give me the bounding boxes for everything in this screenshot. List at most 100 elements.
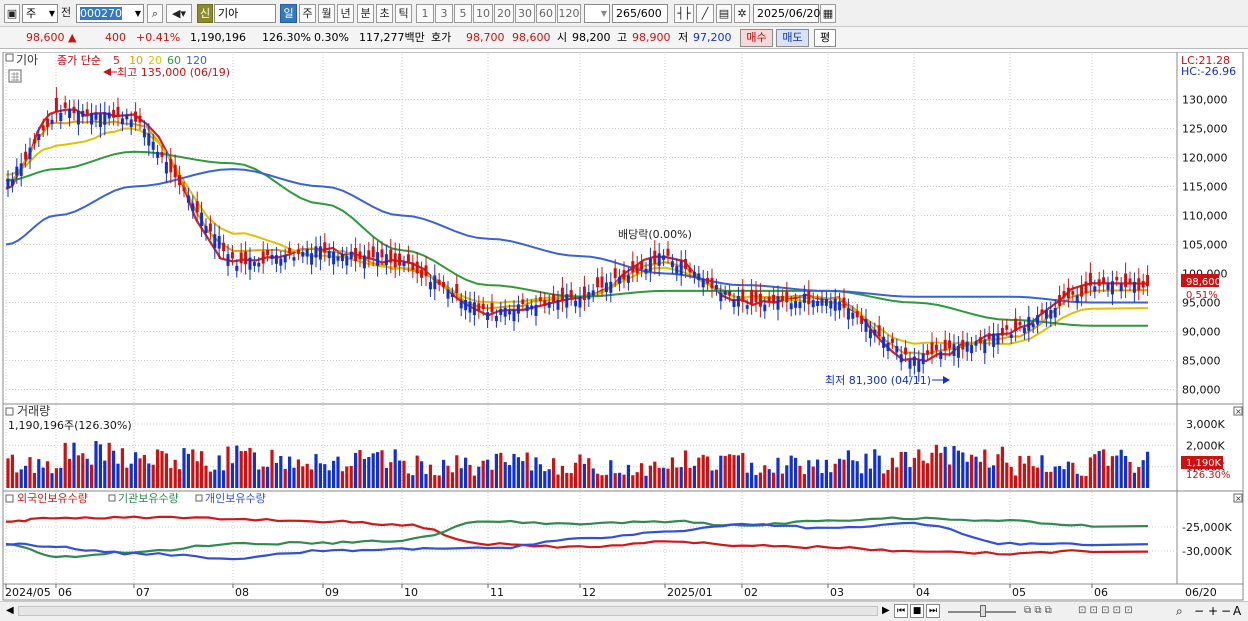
volume-bar xyxy=(794,457,798,488)
interval-button[interactable]: 30 xyxy=(515,4,535,23)
search-icon[interactable]: ⌕ xyxy=(147,4,163,23)
volume-bar xyxy=(868,468,872,488)
interval-button[interactable]: 3 xyxy=(435,4,453,23)
volume-bar xyxy=(948,464,952,488)
candle-body xyxy=(371,246,375,258)
candle-body xyxy=(274,255,278,264)
volume-bar xyxy=(204,465,208,488)
stock-code-input[interactable]: 000270 ▼ xyxy=(76,4,144,23)
minus-icon[interactable]: − xyxy=(1221,604,1232,618)
interval-button[interactable]: 120 xyxy=(557,4,581,23)
candle-body xyxy=(952,344,956,356)
volume-bar xyxy=(19,469,23,488)
tab-period-day[interactable]: 일 xyxy=(280,4,297,23)
candle-body xyxy=(525,305,529,311)
date-input[interactable]: 2025/06/20 xyxy=(753,4,820,23)
interval-button[interactable]: 5 xyxy=(454,4,472,23)
tab-period-year[interactable]: 년 xyxy=(337,4,354,23)
sound-icon[interactable]: ◀▾ xyxy=(166,4,192,23)
candle-body xyxy=(728,291,732,296)
candle-body xyxy=(41,125,45,131)
tab-period-week[interactable]: 주 xyxy=(299,4,316,23)
candle-body xyxy=(156,151,160,158)
interval-button[interactable]: 1 xyxy=(416,4,434,23)
scroll-right-icon[interactable]: ▶ xyxy=(882,605,890,616)
sell-button[interactable]: 매도 xyxy=(776,29,809,47)
candle-body xyxy=(1036,315,1040,325)
candle-body xyxy=(618,276,622,284)
tab-period-month[interactable]: 월 xyxy=(318,4,335,23)
zoom-slider-handle[interactable] xyxy=(980,605,986,617)
candle-body xyxy=(477,303,481,311)
volume-bar xyxy=(274,463,278,488)
volume-bar xyxy=(666,468,670,488)
tools-icon[interactable]: ⊡ ⊡ ⊡ ⊡ ⊡ xyxy=(1078,605,1133,616)
candle-body xyxy=(1005,325,1009,330)
last-page-icon[interactable]: ⏭ xyxy=(926,604,940,618)
low-note: 최저 81,300 (04/11) xyxy=(825,374,931,387)
tab-period-minute[interactable]: 분 xyxy=(357,4,374,23)
candle-body xyxy=(921,353,925,365)
candle-body xyxy=(943,339,947,351)
count-input[interactable]: 265/600 xyxy=(612,4,668,23)
volume-bar xyxy=(908,467,912,488)
candle-body xyxy=(244,251,248,265)
stock-name-field[interactable]: 기아 xyxy=(214,4,276,23)
grid-toggle-icon[interactable] xyxy=(8,69,22,83)
scroll-left-icon[interactable]: ◀ xyxy=(6,605,14,616)
panel-menu-icon[interactable] xyxy=(5,53,14,62)
layout-icon[interactable]: ⧉ ⧉ ⧉ xyxy=(1024,605,1052,616)
price-tick-label: 105,000 xyxy=(1182,239,1228,252)
save-icon[interactable]: ▤ xyxy=(716,4,732,23)
candle-body xyxy=(72,106,76,114)
scroll-track[interactable] xyxy=(18,606,878,616)
open-price: 98,200 xyxy=(572,31,611,44)
volume-bar xyxy=(723,455,727,488)
volume-bar xyxy=(486,459,490,488)
zoom-out-icon[interactable]: − xyxy=(1194,604,1205,618)
volume-bar xyxy=(428,464,432,488)
panel-menu-icon[interactable] xyxy=(5,407,14,416)
average-button[interactable]: 평 xyxy=(814,29,836,47)
volume-bar xyxy=(965,461,969,488)
volume-bar xyxy=(125,467,129,488)
interval-button[interactable]: 20 xyxy=(494,4,514,23)
trend-icon[interactable]: ╱ xyxy=(696,4,714,23)
close-icon[interactable] xyxy=(1233,493,1243,503)
chevron-down-icon: ▼ xyxy=(600,9,607,18)
first-page-icon[interactable]: ⏮ xyxy=(894,604,908,618)
chart-scrollbar[interactable]: ◀ ▶ ⏮ ■ ⏭ ⧉ ⧉ ⧉ ⊡ ⊡ ⊡ ⊡ ⊡ ⌕ − + − A xyxy=(0,601,1248,621)
stop-icon[interactable]: ■ xyxy=(910,604,924,618)
interval-button[interactable]: 60 xyxy=(536,4,556,23)
candle-body xyxy=(499,308,503,315)
zoom-in-icon[interactable]: + xyxy=(1208,604,1219,618)
buy-button[interactable]: 매수 xyxy=(740,29,773,47)
indicator-icon[interactable]: ┤├ xyxy=(674,4,694,23)
panel-menu-icon[interactable] xyxy=(5,494,14,503)
tab-period-tick[interactable]: 틱 xyxy=(395,4,412,23)
close-icon[interactable] xyxy=(1233,406,1243,416)
volume-bar xyxy=(508,465,512,488)
volume-bar xyxy=(200,451,204,488)
calendar-icon[interactable]: ▦ xyxy=(820,4,836,23)
change-amount: 400 xyxy=(105,31,126,44)
candle-body xyxy=(261,251,265,264)
window-menu-icon[interactable]: ▣ xyxy=(4,4,20,23)
volume-bar xyxy=(1040,455,1044,488)
gear-icon[interactable]: ✲ xyxy=(734,4,750,23)
candle-body xyxy=(279,258,283,266)
interval-custom-select[interactable]: ▼ xyxy=(584,4,610,23)
candle-body xyxy=(820,298,824,306)
hc-value: HC:-26.96 xyxy=(1181,65,1236,78)
interval-button[interactable]: 10 xyxy=(473,4,493,23)
candle-body xyxy=(631,261,635,273)
volume-bar xyxy=(81,453,85,488)
tab-period-second[interactable]: 초 xyxy=(376,4,393,23)
volume-bar xyxy=(917,449,921,488)
search-icon[interactable]: ⌕ xyxy=(1176,604,1183,618)
volume-bar xyxy=(525,452,529,488)
font-size-icon[interactable]: A xyxy=(1233,604,1242,618)
candle-body xyxy=(81,110,85,117)
period-type-select[interactable]: 주 ▼ xyxy=(22,4,58,23)
volume-bar xyxy=(252,452,256,488)
